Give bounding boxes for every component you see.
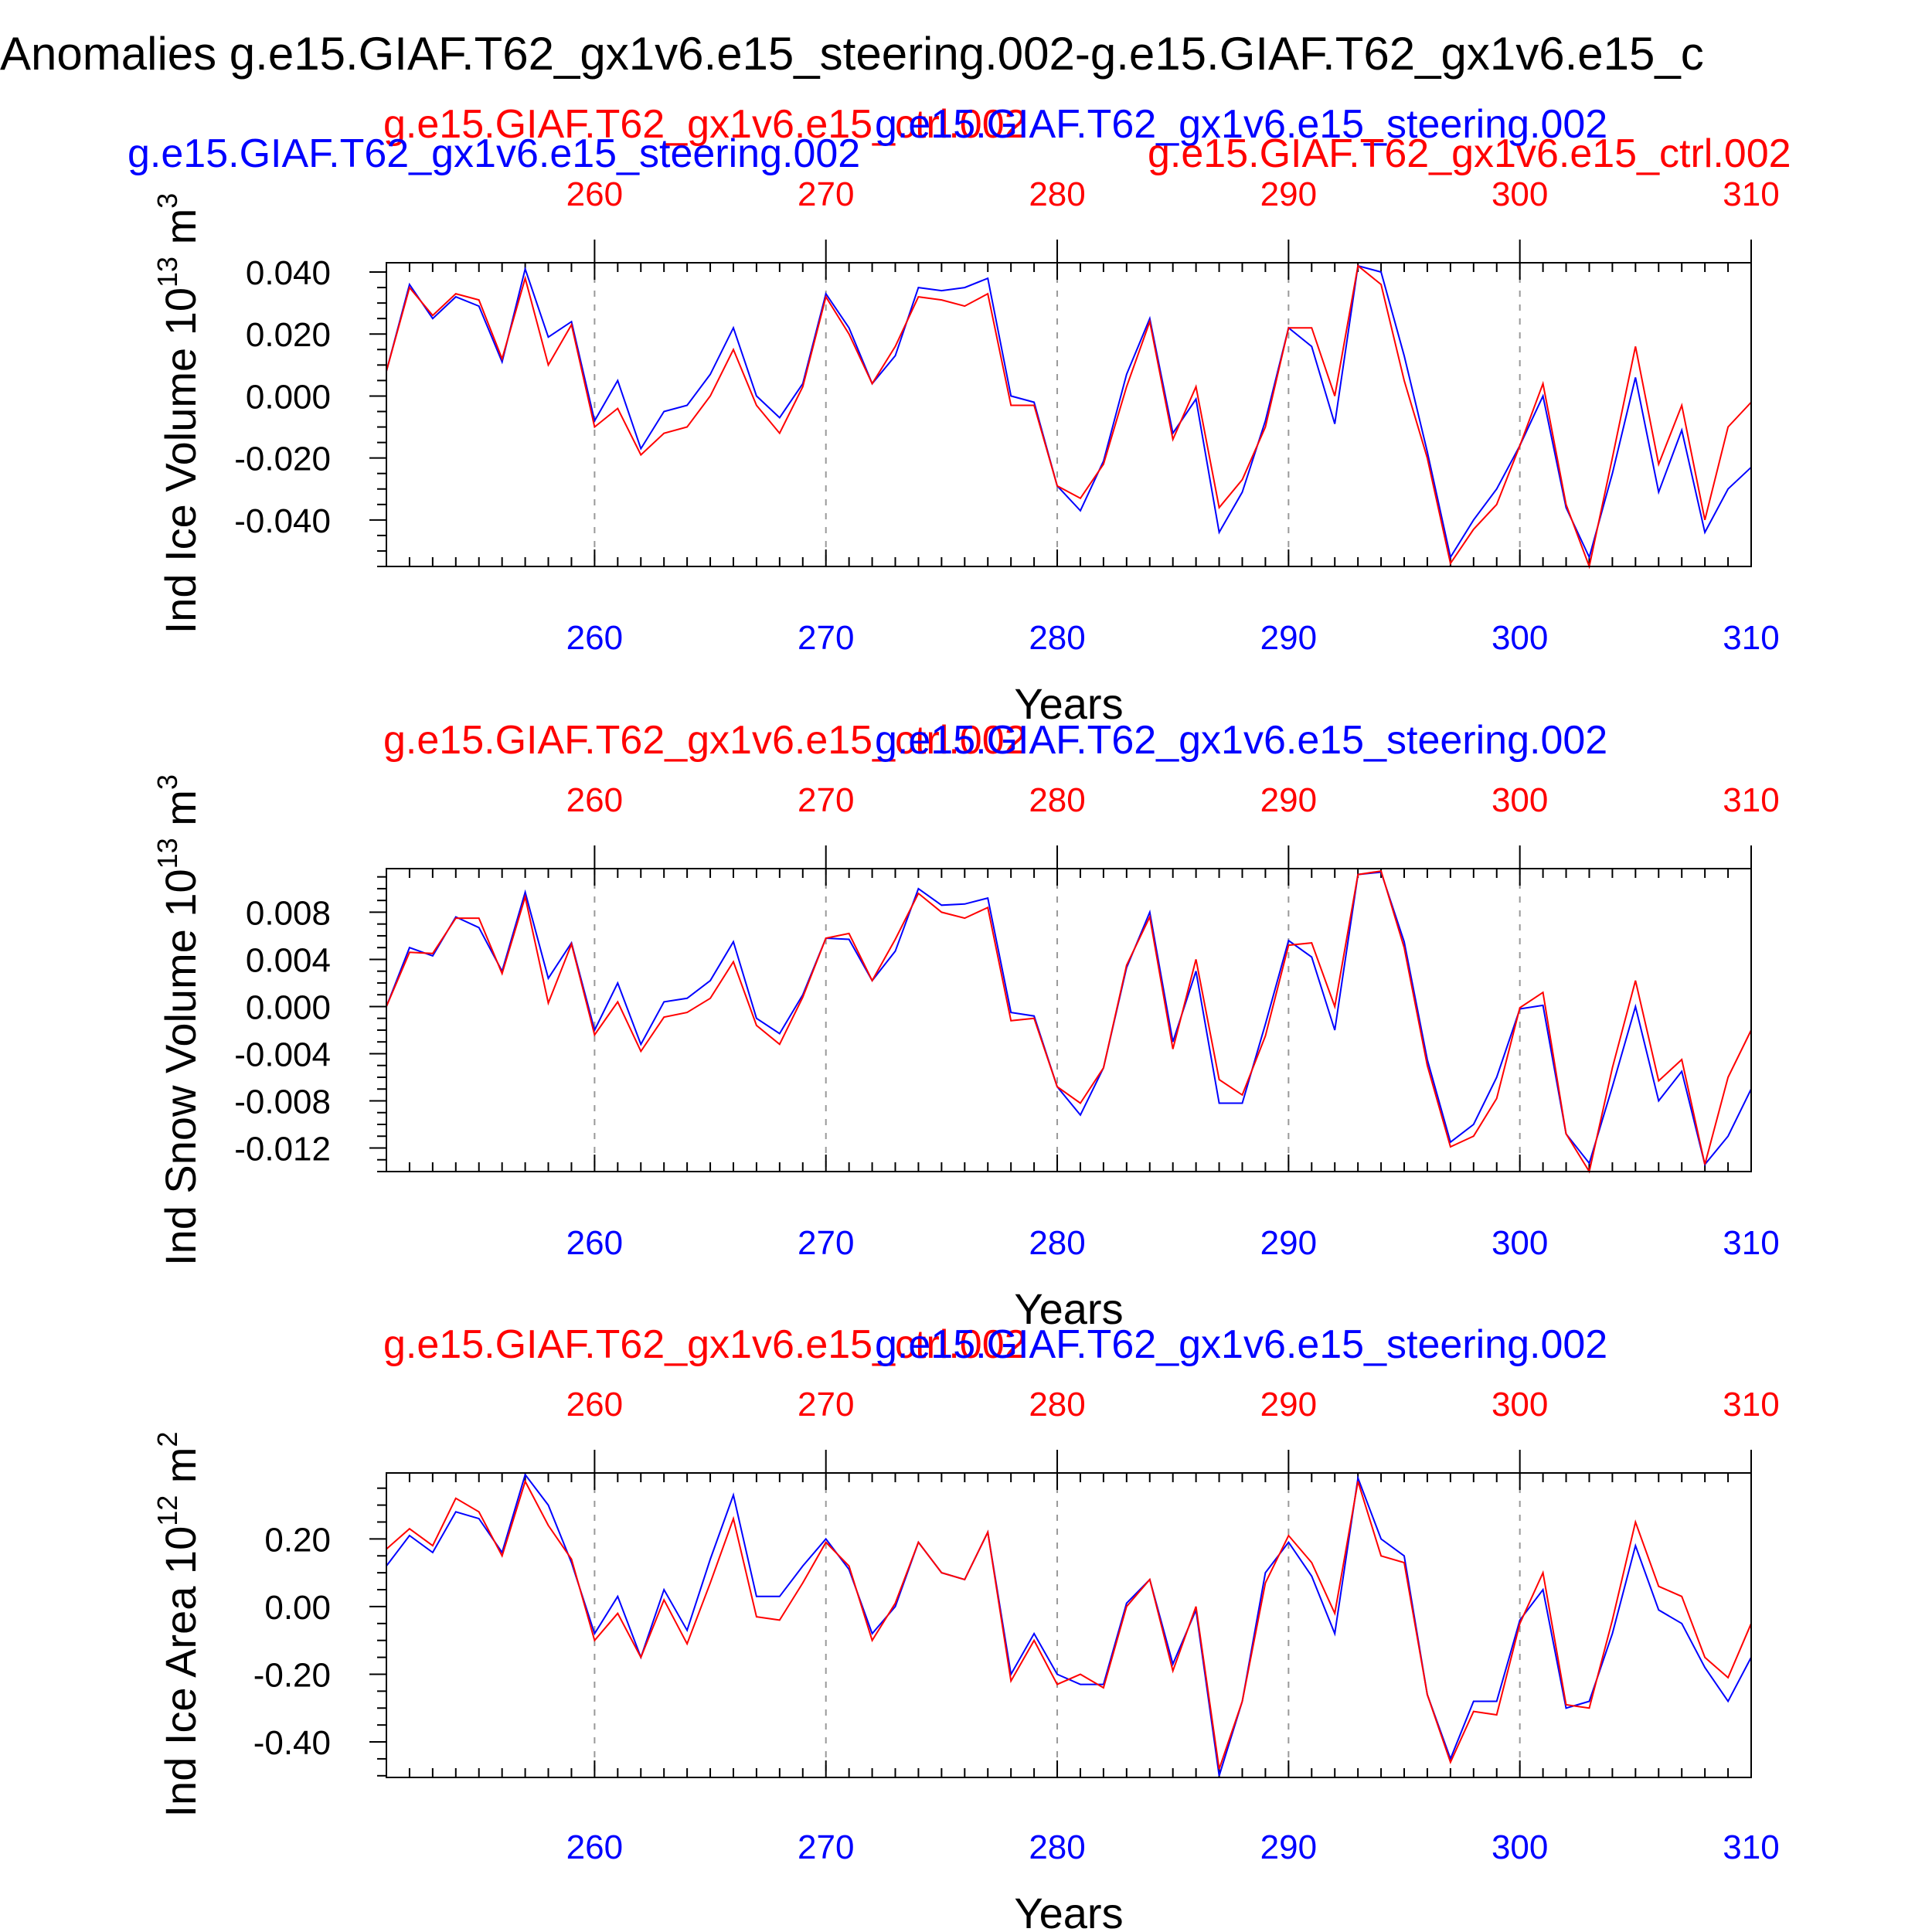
- legend-blue-title: g.e15.GIAF.T62_gx1v6.e15_steering.002: [875, 718, 1607, 763]
- x-tick-label-bottom: 290: [1260, 619, 1317, 657]
- x-tick-label-top: 300: [1492, 1386, 1548, 1423]
- y-tick-label: 0.008: [246, 894, 331, 932]
- x-tick-label-bottom: 260: [566, 619, 623, 657]
- y-tick-label: 0.040: [246, 254, 331, 292]
- y-tick-label: 0.00: [264, 1589, 331, 1627]
- legend-blue-title: g.e15.GIAF.T62_gx1v6.e15_steering.002: [875, 1322, 1607, 1367]
- x-tick-label-top: 300: [1492, 175, 1548, 213]
- y-tick-label: 0.004: [246, 941, 331, 979]
- series-line-ctrl: [386, 1479, 1752, 1770]
- y-tick-label: 0.020: [246, 316, 331, 354]
- x-axis-label: Years: [1014, 1284, 1123, 1333]
- y-tick-label: -0.004: [234, 1036, 331, 1073]
- plot-frame: [386, 868, 1752, 1172]
- x-tick-label-top: 260: [566, 175, 623, 213]
- x-tick-label-bottom: 300: [1492, 619, 1548, 657]
- y-tick-label: -0.40: [253, 1724, 331, 1762]
- x-tick-label-top: 270: [798, 781, 854, 819]
- x-tick-label-bottom: 270: [798, 619, 854, 657]
- x-tick-label-bottom: 270: [798, 1224, 854, 1262]
- x-tick-label-bottom: 300: [1492, 1224, 1548, 1262]
- x-tick-label-bottom: 310: [1723, 1224, 1779, 1262]
- y-tick-label: 0.000: [246, 988, 331, 1026]
- series-line-steering: [386, 1473, 1752, 1777]
- x-tick-label-bottom: 280: [1029, 1224, 1085, 1262]
- series-line-steering: [386, 871, 1752, 1166]
- x-tick-label-top: 260: [566, 781, 623, 819]
- x-tick-label-bottom: 260: [566, 1224, 623, 1262]
- y-tick-label: -0.040: [234, 502, 331, 540]
- panel-2: g.e15.GIAF.T62_gx1v6.e15_ctrl.002g.e15.G…: [151, 718, 1780, 1333]
- y-tick-label: 0.000: [246, 378, 331, 416]
- plot-frame: [386, 1472, 1752, 1778]
- legend-red-title: g.e15.GIAF.T62_gx1v6.e15_ctrl.002: [383, 102, 1027, 147]
- x-tick-label-top: 280: [1029, 1386, 1085, 1423]
- y-tick-label: -0.020: [234, 440, 331, 478]
- x-tick-label-top: 270: [798, 1386, 854, 1423]
- x-tick-label-top: 290: [1260, 781, 1317, 819]
- x-tick-label-bottom: 280: [1029, 619, 1085, 657]
- x-tick-label-bottom: 290: [1260, 1224, 1317, 1262]
- x-tick-label-top: 290: [1260, 1386, 1317, 1423]
- y-axis-label: Ind Snow Volume 1013 m3: [151, 774, 205, 1266]
- y-axis-label: Ind Ice Area 1012 m2: [151, 1431, 205, 1817]
- x-tick-label-top: 260: [566, 1386, 623, 1423]
- x-tick-label-top: 290: [1260, 175, 1317, 213]
- legend-red-title: g.e15.GIAF.T62_gx1v6.e15_ctrl.002: [383, 718, 1027, 763]
- x-tick-label-bottom: 290: [1260, 1828, 1317, 1866]
- x-tick-label-top: 280: [1029, 781, 1085, 819]
- legend-blue-title: g.e15.GIAF.T62_gx1v6.e15_steering.002: [875, 102, 1607, 147]
- x-tick-label-bottom: 280: [1029, 1828, 1085, 1866]
- series-line-ctrl: [386, 869, 1752, 1174]
- y-tick-label: -0.20: [253, 1656, 331, 1694]
- y-tick-label: -0.008: [234, 1083, 331, 1121]
- plot-frame: [386, 262, 1752, 567]
- y-axis-label: Ind Ice Volume 1013 m3: [151, 193, 205, 634]
- y-tick-label: -0.012: [234, 1130, 331, 1168]
- series-line-ctrl: [386, 264, 1752, 570]
- x-tick-label-top: 300: [1492, 781, 1548, 819]
- x-tick-label-bottom: 310: [1723, 619, 1779, 657]
- x-tick-label-bottom: 310: [1723, 1828, 1779, 1866]
- y-tick-label: 0.20: [264, 1521, 331, 1559]
- x-tick-label-top: 310: [1723, 175, 1779, 213]
- x-tick-label-bottom: 300: [1492, 1828, 1548, 1866]
- x-tick-label-bottom: 270: [798, 1828, 854, 1866]
- x-axis-label: Years: [1014, 679, 1123, 728]
- legend-blue-left: g.e15.GIAF.T62_gx1v6.e15_steering.002: [128, 131, 860, 176]
- panel-3: g.e15.GIAF.T62_gx1v6.e15_ctrl.002g.e15.G…: [151, 1322, 1780, 1932]
- x-tick-label-top: 270: [798, 175, 854, 213]
- legend-red-right: g.e15.GIAF.T62_gx1v6.e15_ctrl.002: [1148, 131, 1791, 176]
- panel-1: g.e15.GIAF.T62_gx1v6.e15_ctrl.002g.e15.G…: [128, 102, 1791, 728]
- x-tick-label-top: 310: [1723, 781, 1779, 819]
- x-tick-label-top: 310: [1723, 1386, 1779, 1423]
- x-tick-label-bottom: 260: [566, 1828, 623, 1866]
- x-axis-label: Years: [1014, 1889, 1123, 1932]
- legend-red-title: g.e15.GIAF.T62_gx1v6.e15_ctrl.002: [383, 1322, 1027, 1367]
- x-tick-label-top: 280: [1029, 175, 1085, 213]
- figure-title: Anomalies g.e15.GIAF.T62_gx1v6.e15_steer…: [0, 28, 1704, 80]
